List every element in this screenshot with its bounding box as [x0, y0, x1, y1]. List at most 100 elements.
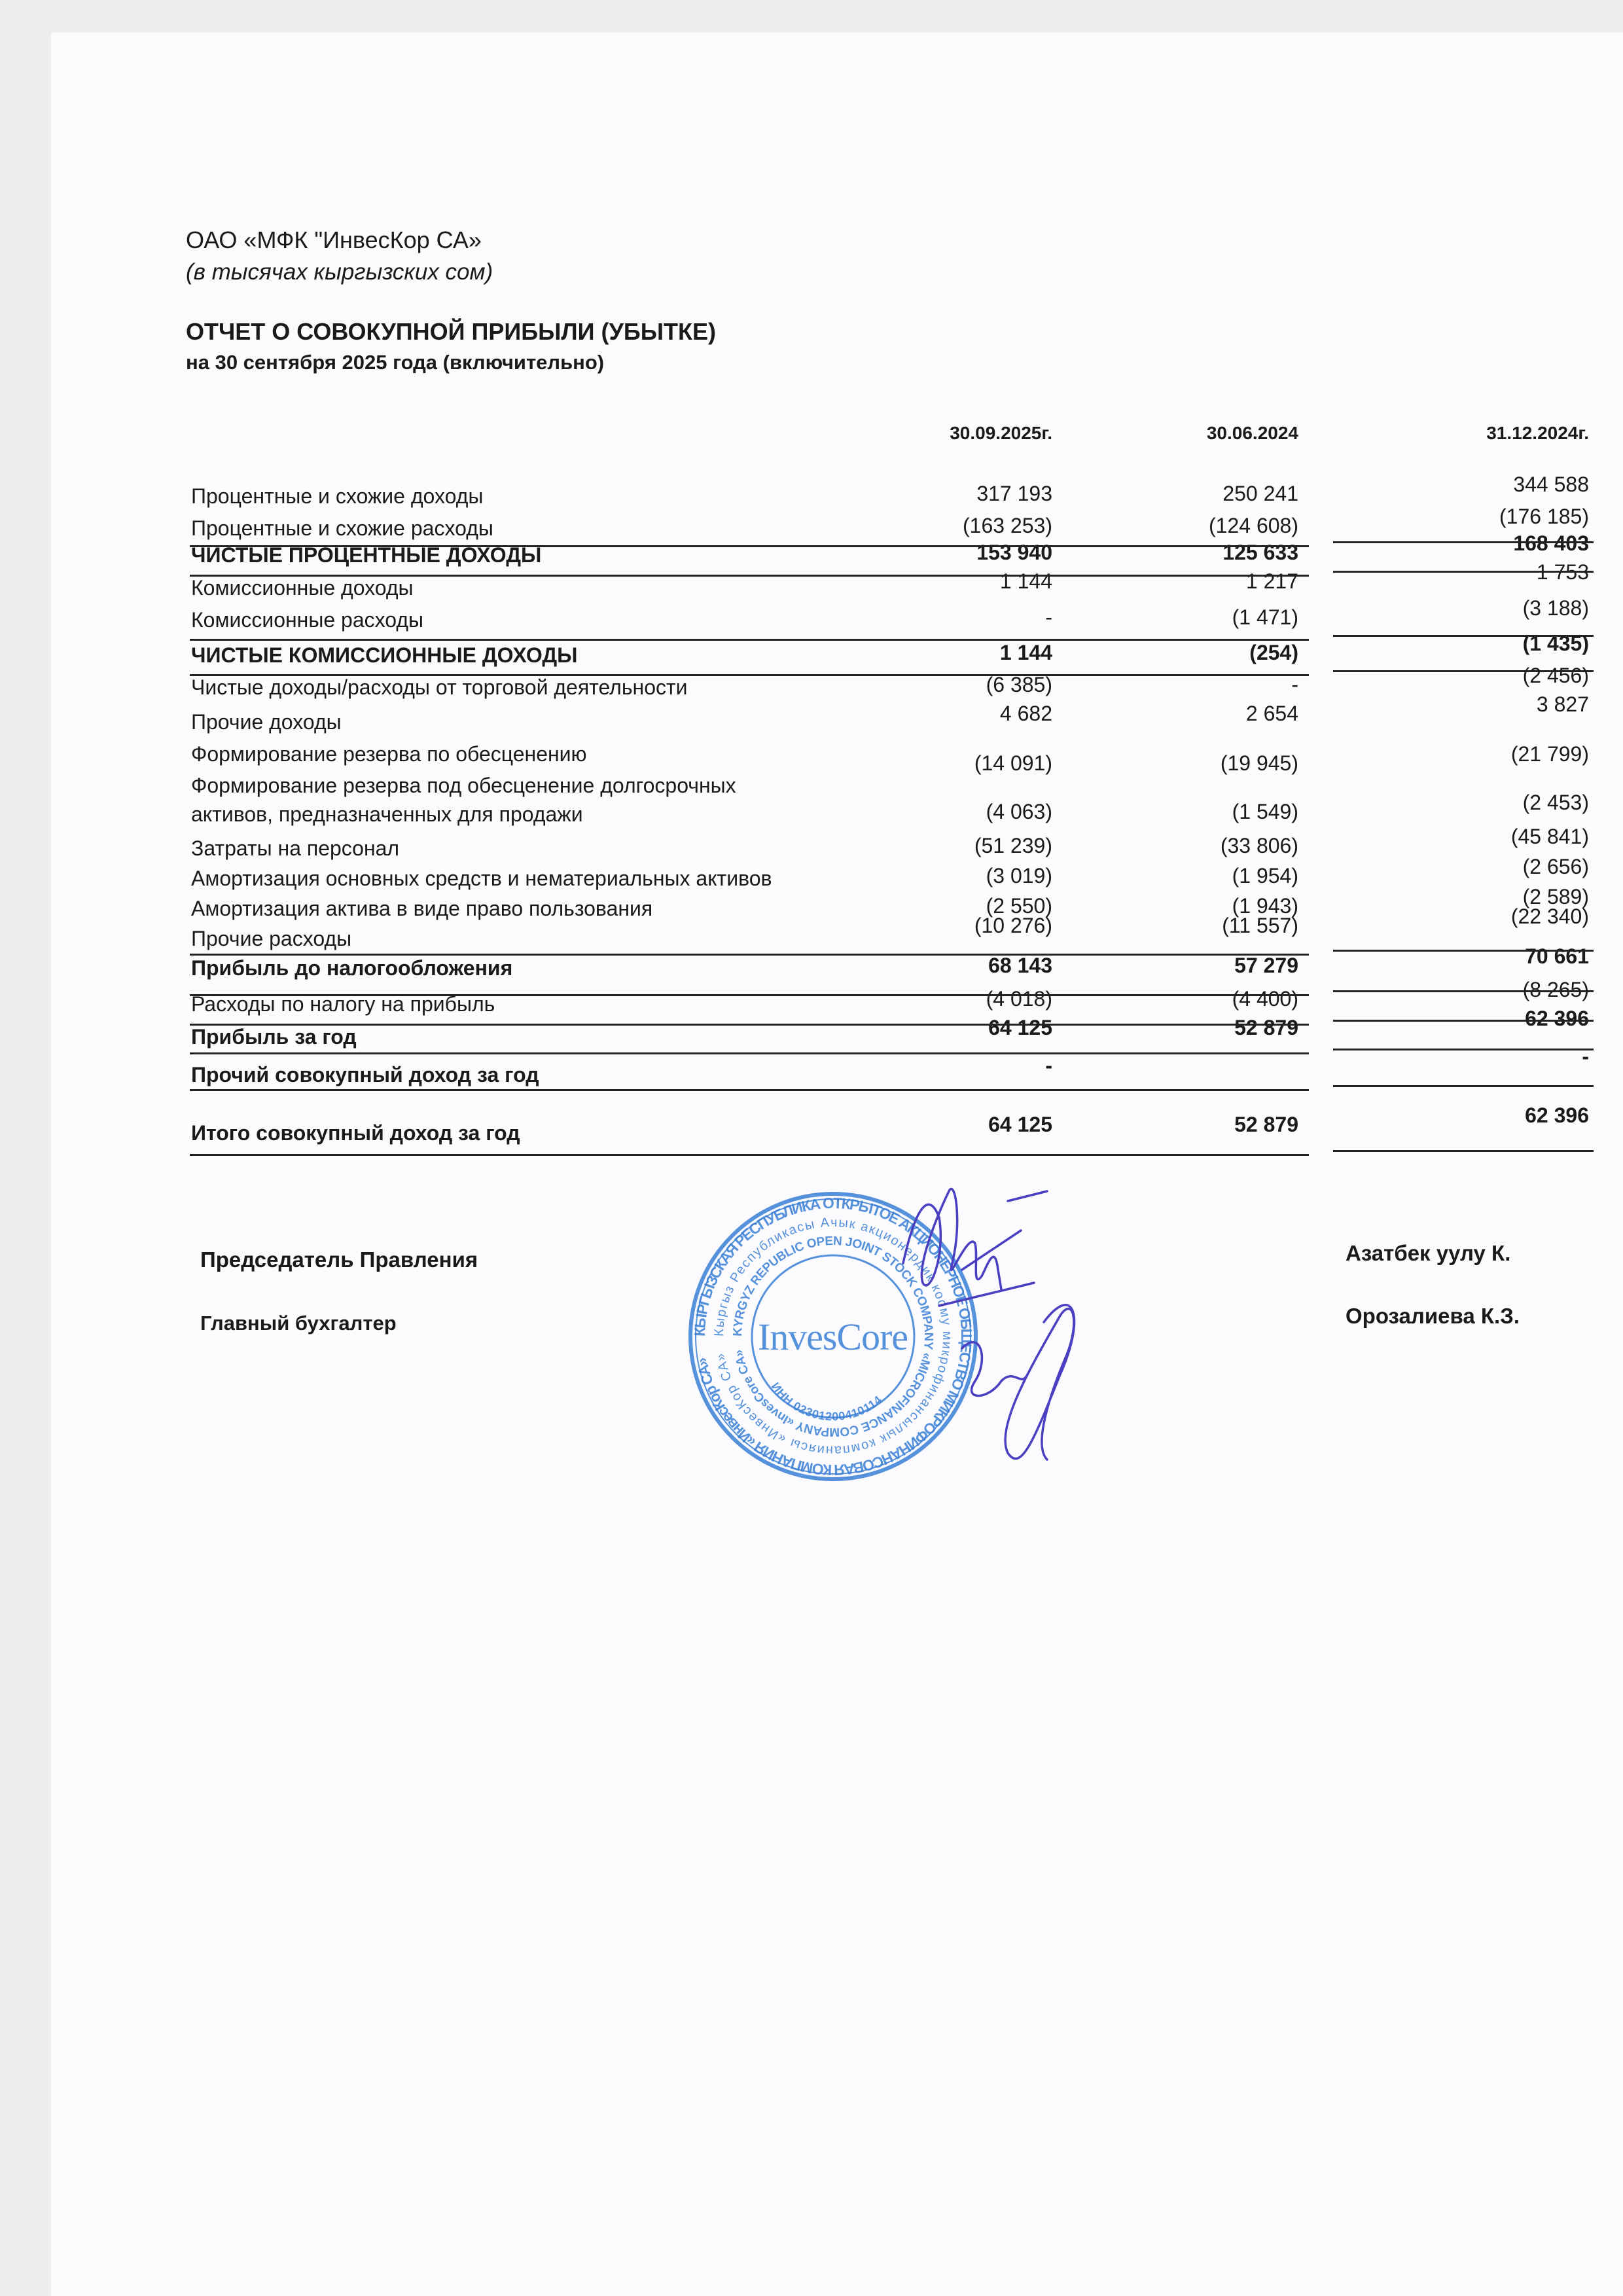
row-label: Прибыль до налогообложения	[191, 956, 513, 980]
row-label: Процентные и схожие расходы	[191, 516, 493, 540]
row-label: ЧИСТЫЕ ПРОЦЕНТНЫЕ ДОХОДЫ	[191, 543, 542, 567]
row-value-col3: 62 396	[1525, 1007, 1589, 1030]
row-value-col3: -	[1582, 1045, 1589, 1068]
row-label: Расходы по налогу на прибыль	[191, 992, 495, 1016]
rule-line	[190, 674, 1309, 676]
row-value-col2: 57 279	[1234, 954, 1298, 977]
row-value-col1: (4 018)	[986, 987, 1052, 1011]
row-value-col1: (14 091)	[974, 751, 1052, 775]
row-label: ЧИСТЫЕ КОМИССИОННЫЕ ДОХОДЫ	[191, 643, 578, 667]
row-label-continued: активов, предназначенных для продажи	[191, 802, 583, 826]
row-value-col2: (11 557)	[1222, 914, 1298, 937]
row-label: Прочие расходы	[191, 927, 352, 950]
row-value-col2: (1 471)	[1232, 605, 1298, 629]
row-value-col3: (22 340)	[1510, 905, 1589, 928]
column-header-1: 30.09.2025г.	[950, 423, 1052, 443]
rule-line	[1333, 541, 1594, 543]
row-value-col3: (2 656)	[1522, 855, 1589, 878]
row-value-col1: 68 143	[988, 954, 1052, 977]
row-value-col2: (1 954)	[1232, 864, 1298, 888]
row-value-col2: (19 945)	[1220, 751, 1298, 775]
row-value-col3: 3 827	[1536, 692, 1589, 716]
row-value-col1: -	[1045, 605, 1052, 629]
row-value-col3: 62 396	[1525, 1103, 1589, 1127]
row-value-col1: 4 682	[999, 702, 1052, 725]
accountant-name: Орозалиева К.З.	[1346, 1304, 1520, 1328]
rule-line	[190, 994, 1309, 996]
handwritten-signatures	[902, 1188, 1076, 1461]
rule-line	[1333, 670, 1594, 672]
rule-line	[190, 639, 1309, 641]
rule-line	[190, 1052, 1309, 1054]
chair-name: Азатбек уулу К.	[1346, 1241, 1511, 1265]
row-label: Итого совокупный доход за год	[191, 1121, 520, 1145]
rule-line	[1333, 1049, 1594, 1050]
row-label: Амортизация актива в виде право пользова…	[191, 897, 653, 920]
row-value-col2: (1 943)	[1232, 894, 1298, 918]
row-value-col3: 168 403	[1513, 531, 1589, 555]
row-value-col3: 344 588	[1513, 473, 1589, 496]
row-label: Амортизация основных средств и нематериа…	[191, 867, 772, 890]
rule-line	[190, 1089, 1309, 1091]
row-value-col2: -	[1291, 673, 1298, 696]
company-name: ОАО «МФК "ИнвесКор СА»	[186, 226, 482, 253]
row-value-col3: (176 185)	[1499, 505, 1589, 528]
row-value-col2: (1 549)	[1232, 800, 1298, 823]
row-value-col1: (6 385)	[986, 673, 1052, 696]
row-label: Прочий совокупный доход за год	[191, 1063, 539, 1086]
rule-line	[190, 575, 1309, 577]
row-value-col3: (3 188)	[1522, 596, 1589, 620]
rule-line	[1333, 635, 1594, 637]
rule-line	[1333, 950, 1594, 952]
row-value-col2: 1 217	[1245, 569, 1298, 593]
row-value-col1: -	[1045, 1054, 1052, 1077]
row-value-col3: (8 265)	[1522, 978, 1589, 1001]
row-value-col3: (2 456)	[1522, 664, 1589, 687]
row-value-col1: 64 125	[988, 1113, 1052, 1136]
row-label: Комиссионные доходы	[191, 576, 414, 600]
row-label: Прибыль за год	[191, 1025, 357, 1049]
row-label: Чистые доходы/расходы от торговой деятел…	[191, 675, 688, 699]
rule-line	[1333, 990, 1594, 992]
row-label: Формирование резерва по обесценению	[191, 742, 587, 766]
row-value-col1: 1 144	[999, 569, 1052, 593]
row-value-col3: (2 453)	[1522, 791, 1589, 814]
report-title: ОТЧЕТ О СОВОКУПНОЙ ПРИБЫЛИ (УБЫТКЕ)	[186, 318, 716, 345]
row-value-col1: (163 253)	[963, 514, 1052, 537]
row-value-col1: 64 125	[988, 1016, 1052, 1039]
document-page	[51, 33, 1623, 2296]
rule-line	[190, 954, 1309, 956]
column-header-3: 31.12.2024г.	[1486, 423, 1589, 443]
rule-line	[190, 1024, 1309, 1026]
company-stamp: КЫРГЫЗСКАЯ РЕСПУБЛИКА ОТКРЫТОЕ АКЦИОНЕРН…	[688, 1188, 1076, 1481]
row-value-col3: (2 589)	[1522, 885, 1589, 908]
row-value-col1: (4 063)	[986, 800, 1052, 823]
row-label: Процентные и схожие доходы	[191, 484, 484, 508]
units-note: (в тысячах кыргызских сом)	[186, 259, 493, 285]
row-value-col2: 2 654	[1245, 702, 1298, 725]
row-value-col3: (45 841)	[1510, 825, 1589, 848]
report-subtitle: на 30 сентября 2025 года (включительно)	[186, 351, 605, 374]
row-value-col1: 1 144	[999, 641, 1052, 664]
accountant-title: Главный бухгалтер	[200, 1312, 397, 1335]
rule-line	[1333, 571, 1594, 573]
row-value-col1: 317 193	[976, 482, 1052, 505]
row-value-col1: 153 940	[976, 541, 1052, 564]
row-value-col3: 70 661	[1525, 944, 1589, 968]
rule-line	[190, 1154, 1309, 1156]
row-value-col2: (33 806)	[1220, 834, 1298, 857]
row-value-col2: (4 400)	[1232, 987, 1298, 1011]
rule-line	[1333, 1085, 1594, 1087]
rule-line	[1333, 1150, 1594, 1152]
stamp-logo: InvesCore	[758, 1316, 908, 1358]
row-label: Прочие доходы	[191, 710, 342, 734]
row-value-col2: (124 608)	[1209, 514, 1298, 537]
column-header-2: 30.06.2024	[1206, 423, 1298, 443]
chair-title: Председатель Правления	[200, 1247, 478, 1272]
row-value-col1: (2 550)	[986, 894, 1052, 918]
row-label: Затраты на персонал	[191, 836, 400, 860]
row-value-col2: 250 241	[1222, 482, 1298, 505]
rule-line	[1333, 1020, 1594, 1022]
row-value-col3: (21 799)	[1510, 742, 1589, 766]
row-value-col2: 52 879	[1234, 1113, 1298, 1136]
